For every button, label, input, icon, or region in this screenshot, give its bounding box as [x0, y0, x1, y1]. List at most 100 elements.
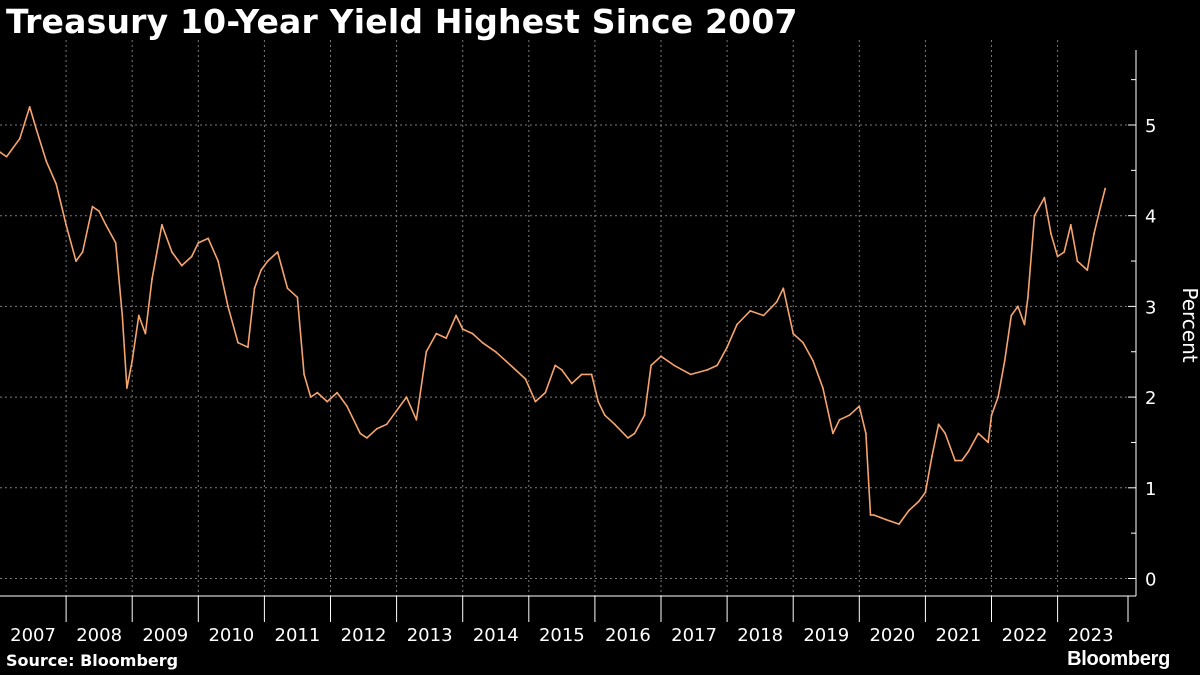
data-point	[967, 450, 970, 453]
data-point	[673, 364, 676, 367]
x-tick-label: 2014	[473, 625, 519, 646]
data-point	[524, 378, 527, 380]
data-point	[560, 369, 563, 371]
data-point	[1050, 232, 1052, 235]
data-point	[18, 137, 21, 140]
data-point	[346, 405, 348, 408]
data-point	[858, 405, 861, 408]
data-point	[514, 369, 517, 371]
data-point	[1043, 196, 1046, 199]
y-tick-label: 3	[1145, 297, 1156, 318]
data-point	[570, 382, 573, 385]
data-point	[848, 414, 851, 417]
data-point	[1099, 205, 1102, 208]
data-point	[137, 314, 140, 317]
data-point	[838, 418, 841, 421]
data-point	[286, 287, 289, 290]
data-point	[869, 514, 872, 516]
data-point	[5, 155, 8, 158]
data-point	[1023, 323, 1026, 326]
data-point	[792, 332, 795, 335]
data-point	[898, 523, 900, 525]
data-point	[1017, 305, 1019, 308]
gridlines	[0, 40, 1128, 596]
line-series	[0, 106, 1107, 525]
data-point	[762, 314, 765, 317]
x-tick-label: 2015	[539, 625, 585, 646]
data-point	[161, 223, 163, 226]
x-tick-label: 2022	[1002, 625, 1048, 646]
data-point	[190, 255, 193, 258]
x-tick-label: 2017	[671, 625, 717, 646]
data-point	[554, 364, 557, 367]
data-point	[832, 432, 834, 435]
x-tick-label: 2013	[407, 625, 453, 646]
data-point	[1076, 260, 1079, 262]
data-point	[1104, 187, 1107, 190]
data-point	[366, 437, 368, 439]
y-tick-label: 1	[1145, 479, 1156, 500]
data-point	[1056, 255, 1059, 258]
data-point	[689, 373, 692, 376]
data-point	[0, 151, 1, 154]
data-point	[937, 423, 940, 426]
data-point	[749, 310, 752, 312]
data-point	[180, 264, 183, 267]
data-point	[603, 414, 606, 417]
data-point	[987, 441, 990, 444]
x-tick-label: 2009	[142, 625, 188, 646]
data-point	[81, 251, 84, 253]
x-tick-label: 2010	[208, 625, 254, 646]
data-point	[296, 296, 299, 299]
x-tick-label: 2012	[341, 625, 387, 646]
data-point	[326, 400, 329, 403]
data-point	[650, 364, 652, 367]
y-tick-label: 0	[1145, 570, 1156, 591]
data-point	[309, 396, 312, 398]
data-point	[736, 323, 738, 326]
data-point	[266, 260, 269, 262]
data-point	[872, 514, 875, 516]
data-point	[395, 409, 398, 412]
data-point	[884, 518, 887, 521]
data-point	[303, 373, 305, 376]
data-point	[227, 305, 229, 308]
data-point	[455, 314, 457, 317]
data-point	[405, 396, 408, 398]
data-point	[613, 423, 616, 426]
data-point	[1003, 359, 1006, 362]
source-note: Source: Bloomberg	[6, 651, 179, 670]
data-point	[151, 278, 153, 281]
data-point	[121, 314, 124, 317]
data-point	[802, 341, 804, 344]
x-tick-label: 2019	[803, 625, 849, 646]
y-axis-label: Percent	[1178, 287, 1200, 362]
data-point	[171, 251, 173, 253]
data-point	[316, 391, 319, 394]
data-point	[45, 160, 48, 163]
data-point	[35, 128, 38, 131]
data-point	[812, 359, 814, 362]
data-point	[544, 391, 547, 394]
y-tick-label: 2	[1145, 388, 1156, 409]
data-point	[55, 183, 58, 185]
data-point	[359, 432, 362, 435]
data-point	[445, 337, 448, 339]
data-point	[1069, 223, 1072, 226]
data-point	[643, 414, 646, 417]
data-point	[471, 332, 474, 335]
x-tick-label: 2007	[10, 625, 56, 646]
data-point	[534, 400, 537, 403]
data-point	[197, 242, 200, 244]
data-point	[1010, 314, 1013, 317]
data-point	[775, 301, 778, 303]
y-tick-label: 5	[1145, 116, 1156, 137]
data-point	[726, 346, 728, 349]
x-tick-label: 2020	[869, 625, 915, 646]
bloomberg-logo: Bloomberg	[1067, 648, 1170, 670]
data-point	[944, 432, 947, 435]
data-point	[633, 432, 636, 435]
data-point	[104, 223, 107, 226]
data-point	[385, 423, 388, 426]
data-point	[865, 432, 867, 435]
